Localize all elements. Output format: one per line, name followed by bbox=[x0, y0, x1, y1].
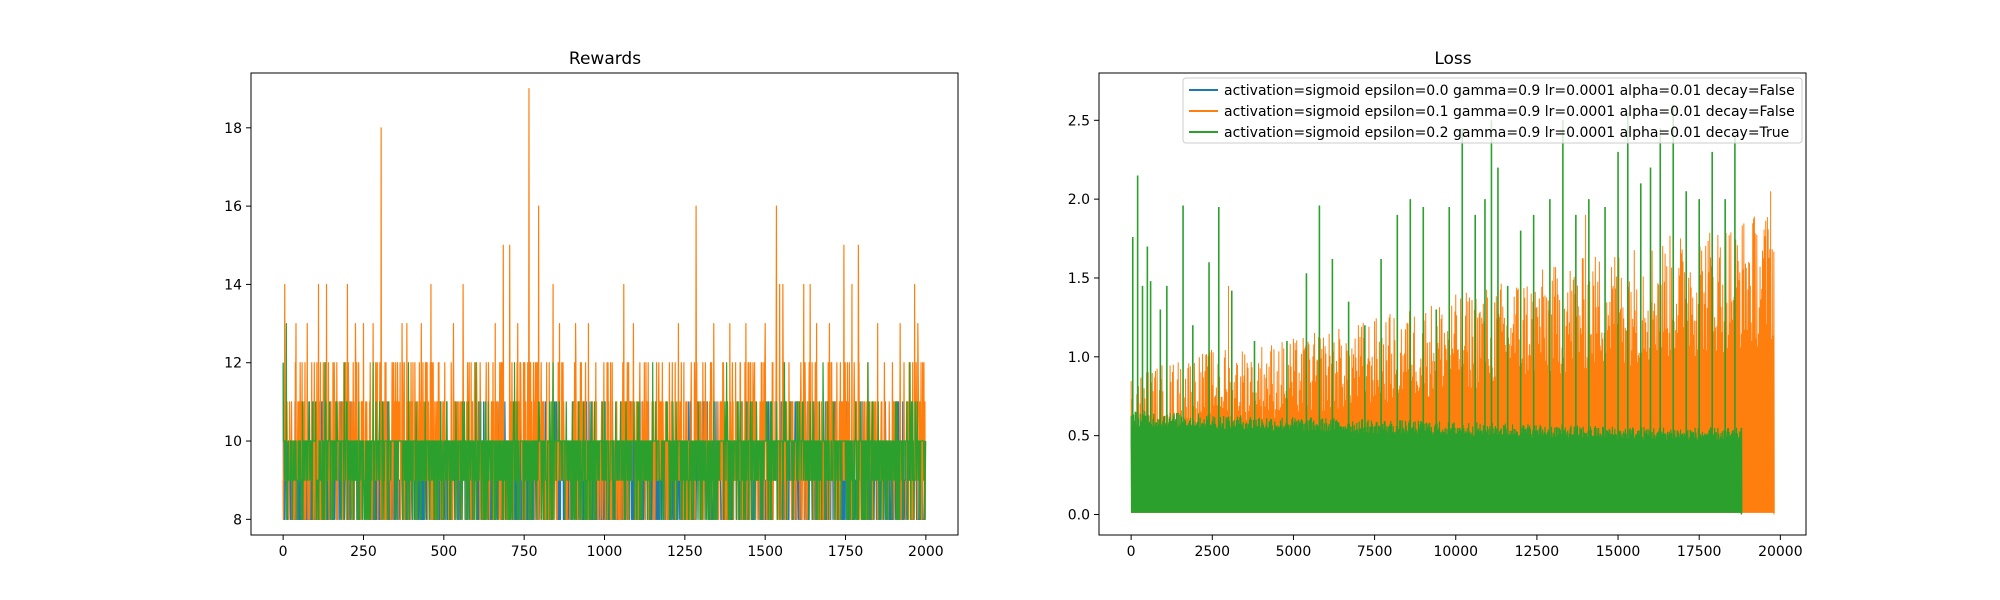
y-tick-label: 16 bbox=[224, 199, 242, 215]
legend-label-series-1: activation=sigmoid epsilon=0.1 gamma=0.9… bbox=[1224, 104, 1795, 120]
x-tick-label: 0 bbox=[279, 544, 288, 560]
x-tick-label: 12500 bbox=[1515, 544, 1560, 560]
x-tick-label: 2000 bbox=[908, 544, 944, 560]
y-tick-label: 0.5 bbox=[1068, 429, 1090, 445]
x-tick-label: 250 bbox=[350, 544, 377, 560]
y-tick-label: 8 bbox=[233, 512, 242, 528]
rewards-series-2-line bbox=[282, 322, 927, 520]
y-tick-label: 12 bbox=[224, 356, 242, 372]
x-tick-label: 2500 bbox=[1194, 544, 1230, 560]
y-tick-label: 14 bbox=[224, 277, 242, 293]
rewards-title: Rewards bbox=[569, 49, 641, 69]
rewards-ticks: 0 250 500 750 1000 1250 1500 1750 2000 8 10 12 14 16 1… bbox=[224, 121, 944, 560]
x-tick-label: 1750 bbox=[828, 544, 864, 560]
legend-box bbox=[1182, 77, 1803, 144]
rewards-panel: Rewards 0 250 500 750 1000 1250 1500 1750 2000 8 1… bbox=[224, 49, 959, 560]
x-tick-label: 15000 bbox=[1596, 544, 1641, 560]
x-tick-label: 1250 bbox=[667, 544, 703, 560]
y-tick-label: 1.0 bbox=[1068, 350, 1090, 366]
x-tick-label: 10000 bbox=[1433, 544, 1478, 560]
y-tick-label: 2.0 bbox=[1068, 192, 1090, 208]
y-tick-label: 0.0 bbox=[1068, 508, 1090, 524]
loss-ticks: 0 2500 5000 7500 10000 12500 15000 17500 20000 0.… bbox=[1068, 113, 1803, 560]
x-tick-label: 1500 bbox=[747, 544, 783, 560]
y-tick-label: 2.5 bbox=[1068, 113, 1090, 129]
x-tick-label: 0 bbox=[1127, 544, 1136, 560]
loss-plot-frame bbox=[1098, 72, 1807, 536]
legend-label-series-0: activation=sigmoid epsilon=0.0 gamma=0.9… bbox=[1224, 83, 1795, 99]
x-tick-label: 7500 bbox=[1357, 544, 1393, 560]
legend-label-series-2: activation=sigmoid epsilon=0.2 gamma=0.9… bbox=[1224, 125, 1789, 141]
loss-title: Loss bbox=[1434, 49, 1471, 69]
x-tick-label: 17500 bbox=[1677, 544, 1722, 560]
x-tick-label: 500 bbox=[430, 544, 457, 560]
x-tick-label: 20000 bbox=[1758, 544, 1803, 560]
loss-legend: activation=sigmoid epsilon=0.0 gamma=0.9… bbox=[1182, 77, 1803, 144]
x-tick-label: 5000 bbox=[1276, 544, 1312, 560]
loss-panel: Loss 0 2500 5000 7500 10000 12500 15000 17500 20… bbox=[1068, 49, 1807, 560]
x-tick-label: 750 bbox=[511, 544, 538, 560]
x-tick-label: 1000 bbox=[587, 544, 623, 560]
loss-series-2-peaks bbox=[1131, 104, 1743, 515]
loss-series-layer bbox=[1130, 104, 1775, 515]
y-tick-label: 18 bbox=[224, 121, 242, 137]
y-tick-label: 1.5 bbox=[1068, 271, 1090, 287]
rewards-series-layer bbox=[282, 88, 927, 520]
y-tick-label: 10 bbox=[224, 434, 242, 450]
